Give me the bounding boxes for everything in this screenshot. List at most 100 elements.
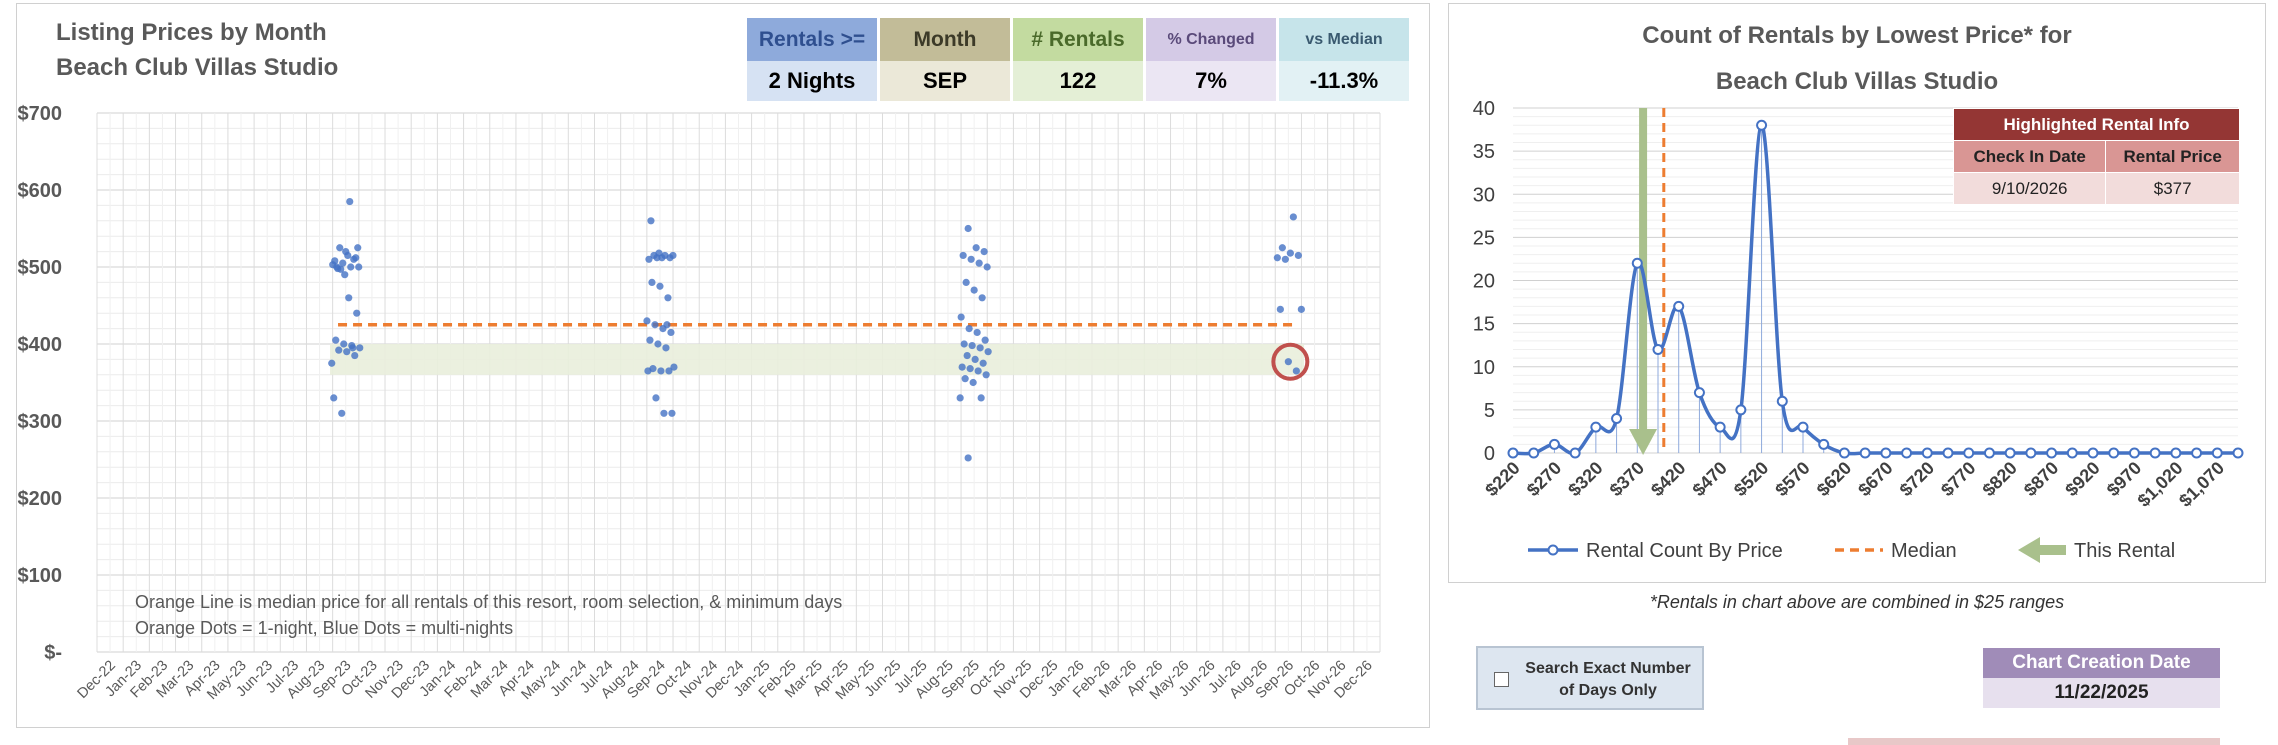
x-tick-label: $620 — [1813, 458, 1855, 500]
rental-count-point — [1818, 438, 1830, 450]
data-point — [983, 263, 991, 271]
y-tick-label: 25 — [1473, 227, 1495, 249]
x-tick-label: $870 — [2020, 458, 2062, 500]
data-point — [979, 359, 987, 367]
x-tick-label: $770 — [1937, 458, 1979, 500]
rental-count-point — [1797, 421, 1809, 433]
data-point — [657, 367, 665, 375]
header-value: 2 Nights — [747, 61, 877, 101]
rental-count-point — [2232, 447, 2244, 459]
search-exact-days-control[interactable]: Search Exact Number of Days Only — [1476, 646, 1704, 710]
header-value: -11.3% — [1279, 61, 1409, 101]
rental-count-point — [2004, 447, 2016, 459]
data-point — [654, 340, 662, 348]
data-point — [981, 336, 989, 344]
legend-series-marker — [1547, 544, 1559, 556]
data-point — [980, 248, 988, 256]
rental-count-line-chart: Count of Rentals by Lowest Price* for Bea… — [1473, 22, 2244, 563]
data-point — [656, 282, 664, 290]
rental-count-point — [2108, 447, 2120, 459]
data-point — [648, 278, 656, 286]
rental-count-point — [1528, 447, 1540, 459]
rental-count-point — [2087, 447, 2099, 459]
data-point — [984, 348, 992, 356]
rental-price-value: $377 — [2105, 172, 2240, 205]
chart-note: Orange Dots = 1-night, Blue Dots = multi… — [135, 618, 513, 638]
legend-series-label: Rental Count By Price — [1586, 540, 1783, 562]
data-point — [340, 340, 348, 348]
chart-creation-box: Chart Creation Date 11/22/2025 — [1983, 648, 2220, 708]
data-point — [958, 363, 966, 371]
rental-count-point — [1714, 421, 1726, 433]
header-cell: vs Median -11.3% — [1279, 18, 1409, 101]
data-point — [667, 328, 675, 337]
data-point — [1297, 305, 1305, 313]
header-cell: # Rentals 122 — [1013, 18, 1143, 101]
data-point — [328, 359, 336, 367]
search-exact-days-checkbox[interactable] — [1494, 672, 1509, 687]
data-point — [669, 251, 677, 260]
data-point — [974, 367, 982, 375]
data-point — [961, 375, 969, 383]
rental-count-point — [1673, 300, 1685, 312]
rental-count-point — [1569, 447, 1581, 459]
data-point — [343, 348, 351, 356]
data-point — [643, 317, 651, 325]
data-point — [330, 394, 338, 402]
rental-count-point — [2149, 447, 2161, 459]
header-label: # Rentals — [1013, 18, 1143, 61]
summary-header-table: Rentals >= 2 Nights Month SEP # Rentals 122% … — [747, 18, 1409, 101]
rental-count-panel — [1448, 3, 2266, 583]
search-label-line1: Search Exact Number — [1525, 660, 1691, 677]
rental-count-point — [2211, 447, 2223, 459]
data-point — [982, 371, 990, 379]
legend-median-label: Median — [1891, 540, 1957, 562]
data-point — [336, 244, 344, 252]
x-tick-label: $570 — [1771, 458, 1813, 500]
search-exact-days-label: Search Exact Number of Days Only — [1518, 658, 1698, 702]
data-point — [664, 294, 672, 302]
y-tick-label: 35 — [1473, 141, 1495, 163]
y-tick-label: $200 — [18, 488, 63, 510]
header-label: vs Median — [1279, 18, 1409, 61]
data-point — [355, 263, 363, 271]
highlighted-rental-marker — [1271, 342, 1310, 381]
data-point — [1276, 305, 1284, 313]
data-point — [975, 259, 983, 267]
data-point — [347, 263, 355, 271]
header-label: % Changed — [1146, 18, 1276, 61]
highlight-table-title: Highlighted Rental Info — [1953, 108, 2240, 141]
rental-count-point — [1880, 447, 1892, 459]
rental-count-point — [1963, 447, 1975, 459]
data-point — [970, 286, 978, 294]
header-value: 122 — [1013, 61, 1143, 101]
left-chart-title-line1: Listing Prices by Month — [56, 19, 327, 46]
data-point — [972, 244, 980, 252]
data-point — [971, 355, 979, 363]
x-tick-label: $370 — [1606, 458, 1648, 500]
header-value: 7% — [1146, 61, 1276, 101]
y-tick-label: $500 — [18, 257, 63, 279]
rental-count-point — [2170, 447, 2182, 459]
this-rental-arrow-head — [1629, 429, 1658, 455]
legend-this-rental-swatch — [2018, 537, 2066, 563]
data-point — [346, 197, 354, 206]
header-value: SEP — [880, 61, 1010, 101]
data-point — [651, 321, 659, 329]
y-tick-label: $700 — [18, 103, 63, 125]
y-tick-label: 15 — [1473, 314, 1495, 336]
rental-count-point — [1611, 413, 1623, 424]
search-label-line2: of Days Only — [1559, 682, 1657, 699]
y-tick-label: $600 — [18, 180, 63, 202]
data-point — [965, 325, 973, 333]
data-point — [973, 328, 981, 337]
rental-count-point — [1942, 447, 1954, 459]
highlighted-rental-table: Highlighted Rental Info Check In Date Re… — [1952, 108, 2240, 205]
rental-count-point — [1921, 447, 1933, 459]
data-point — [341, 271, 349, 279]
data-point — [977, 394, 985, 402]
data-point — [663, 321, 671, 329]
rental-count-point — [1901, 447, 1913, 459]
data-point — [963, 351, 971, 360]
rental-count-point — [1590, 421, 1602, 433]
